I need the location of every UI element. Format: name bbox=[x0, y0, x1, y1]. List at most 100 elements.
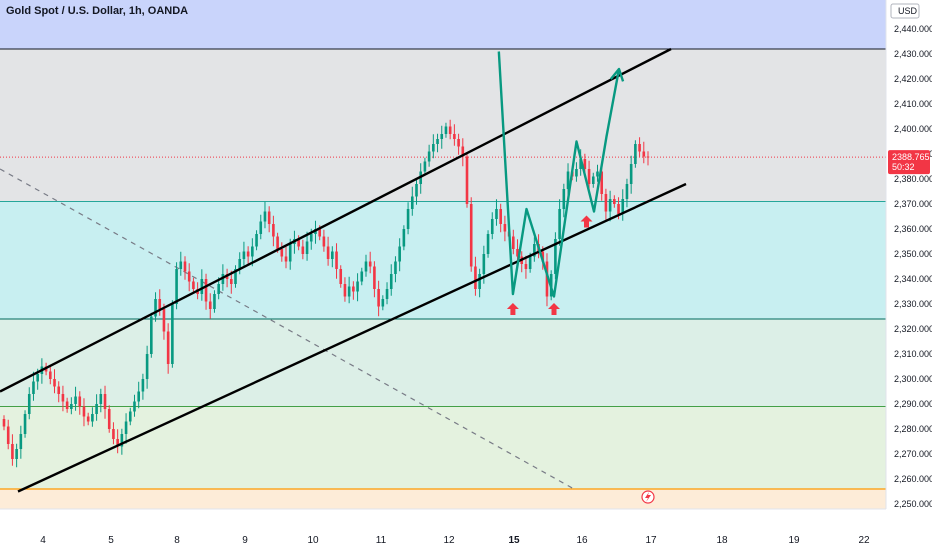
candle bbox=[2, 419, 6, 427]
candle bbox=[478, 274, 481, 289]
candle bbox=[11, 444, 14, 459]
countdown-timer: 50:32 bbox=[892, 162, 915, 172]
candle bbox=[545, 261, 549, 297]
candle bbox=[229, 279, 233, 284]
candle bbox=[99, 394, 103, 404]
x-tick-label: 16 bbox=[576, 535, 588, 546]
candle bbox=[516, 249, 519, 257]
y-tick-label: 2,270.000 bbox=[894, 449, 932, 459]
candle bbox=[579, 159, 582, 169]
candle bbox=[352, 286, 355, 292]
candle bbox=[642, 151, 646, 157]
candle bbox=[78, 396, 82, 407]
x-tick-label: 12 bbox=[443, 535, 455, 546]
flash-icon-glyph bbox=[645, 492, 651, 502]
candle bbox=[70, 404, 73, 409]
candle bbox=[107, 409, 111, 429]
buy-arrow-marker bbox=[548, 303, 560, 315]
candle bbox=[499, 209, 502, 224]
candle bbox=[19, 434, 23, 449]
candle bbox=[503, 224, 507, 232]
candle bbox=[175, 269, 178, 304]
candle bbox=[284, 256, 288, 262]
projection-arrow-head bbox=[609, 67, 625, 82]
candle bbox=[301, 246, 305, 254]
time-axis-bg[interactable] bbox=[0, 509, 932, 550]
candle bbox=[103, 394, 107, 409]
candle bbox=[322, 236, 326, 247]
candle bbox=[82, 406, 86, 417]
price-axis-bg[interactable] bbox=[886, 0, 932, 509]
candle bbox=[48, 371, 52, 379]
support-zone-orange bbox=[0, 489, 886, 509]
y-tick-label: 2,370.000 bbox=[894, 199, 932, 209]
candle bbox=[65, 401, 69, 409]
candle bbox=[457, 139, 460, 147]
candle bbox=[171, 304, 174, 364]
y-tick-label: 2,310.000 bbox=[894, 349, 932, 359]
candle bbox=[238, 259, 242, 269]
candle bbox=[246, 251, 250, 257]
candle bbox=[267, 211, 271, 224]
x-tick-label: 9 bbox=[242, 535, 248, 546]
y-tick-label: 2,440.000 bbox=[894, 24, 932, 34]
candle bbox=[36, 374, 39, 382]
candle bbox=[145, 354, 149, 379]
range-zone-gray bbox=[0, 49, 886, 202]
candle bbox=[255, 234, 258, 247]
candle bbox=[74, 396, 77, 404]
candle bbox=[398, 246, 401, 262]
y-tick-label: 2,340.000 bbox=[894, 274, 932, 284]
chart-title: Gold Spot / U.S. Dollar, 1h, OANDA bbox=[6, 5, 189, 17]
candle bbox=[625, 184, 629, 199]
candle bbox=[6, 426, 10, 444]
candle bbox=[347, 286, 351, 297]
candle bbox=[608, 199, 612, 212]
candle bbox=[280, 249, 284, 257]
candle bbox=[204, 279, 208, 302]
buy-arrow-marker bbox=[580, 215, 593, 228]
candle bbox=[381, 299, 385, 307]
candle bbox=[305, 241, 309, 254]
candle bbox=[528, 256, 532, 269]
y-tick-label: 2,410.000 bbox=[894, 99, 932, 109]
candle bbox=[297, 239, 300, 247]
x-tick-label: 8 bbox=[174, 535, 180, 546]
candle bbox=[394, 261, 397, 274]
candle bbox=[112, 429, 115, 439]
candle bbox=[364, 261, 368, 272]
candle bbox=[453, 134, 456, 139]
candle bbox=[326, 246, 330, 259]
candle bbox=[200, 279, 204, 294]
y-tick-label: 2,250.000 bbox=[894, 499, 932, 509]
candle bbox=[533, 244, 536, 257]
candle bbox=[444, 126, 448, 134]
y-tick-label: 2,400.000 bbox=[894, 124, 932, 134]
y-tick-label: 2,280.000 bbox=[894, 424, 932, 434]
current-price-badge bbox=[888, 150, 930, 175]
candle bbox=[61, 394, 65, 402]
candle bbox=[448, 126, 452, 134]
candle bbox=[335, 251, 338, 269]
candle bbox=[27, 394, 31, 414]
candle bbox=[242, 251, 246, 259]
candle bbox=[566, 171, 570, 189]
x-tick-label: 19 bbox=[788, 535, 800, 546]
candle bbox=[137, 391, 140, 402]
candle bbox=[154, 299, 157, 317]
candle bbox=[32, 381, 35, 394]
candle bbox=[133, 401, 136, 412]
candle bbox=[461, 146, 465, 157]
y-tick-label: 2,320.000 bbox=[894, 324, 932, 334]
candle bbox=[587, 169, 591, 184]
candle bbox=[208, 301, 212, 309]
candle bbox=[91, 414, 94, 422]
candle bbox=[86, 416, 90, 422]
range-zone-green bbox=[0, 319, 886, 407]
candle bbox=[217, 284, 220, 294]
currency-button[interactable] bbox=[890, 3, 920, 19]
candle bbox=[490, 219, 494, 234]
candle bbox=[183, 261, 187, 272]
